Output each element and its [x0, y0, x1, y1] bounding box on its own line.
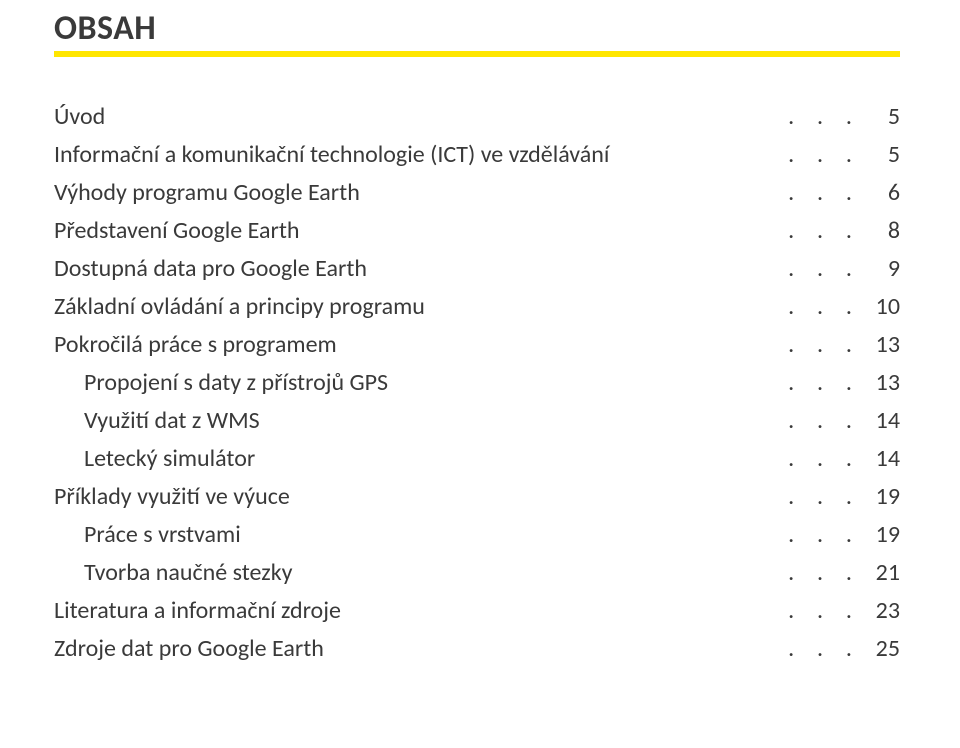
toc-row: Informační a komunikační technologie (IC… [54, 143, 900, 167]
toc-row: Pokročilá práce s programem . . .13 [54, 333, 900, 357]
toc-entry-page: 10 [864, 295, 900, 319]
table-of-contents: Úvod. . .5Informační a komunikační techn… [54, 105, 900, 661]
toc-entry-page: 13 [864, 371, 900, 395]
toc-row: Tvorba naučné stezky . . .21 [54, 561, 900, 585]
toc-dots: . . . [780, 295, 864, 319]
toc-row: Příklady využití ve výuce . . .19 [54, 485, 900, 509]
toc-dots: . . . [780, 523, 864, 547]
heading-rule [54, 51, 900, 57]
toc-row: Úvod . . .5 [54, 105, 900, 129]
toc-row: Základní ovládání a principy programu . .… [54, 295, 900, 319]
toc-row: Dostupná data pro Google Earth . . .9 [54, 257, 900, 281]
toc-entry-page: 6 [864, 181, 900, 205]
toc-dots: . . . [780, 181, 864, 205]
toc-row: Zdroje dat pro Google Earth . . .25 [54, 637, 900, 661]
toc-entry-page: 25 [864, 637, 900, 661]
toc-row: Propojení s daty z přístrojů GPS . . .13 [54, 371, 900, 395]
toc-entry-title: Pokročilá práce s programem [54, 333, 337, 357]
toc-entry-page: 5 [864, 143, 900, 167]
toc-entry-page: 8 [864, 219, 900, 243]
toc-entry-title: Informační a komunikační technologie (IC… [54, 143, 609, 167]
toc-dots: . . . [780, 599, 864, 623]
toc-entry-title: Úvod [54, 105, 105, 129]
toc-entry-page: 14 [864, 409, 900, 433]
toc-entry-page: 13 [864, 333, 900, 357]
toc-entry-title: Představení Google Earth [54, 219, 300, 243]
toc-dots: . . . [780, 257, 864, 281]
toc-entry-title: Výhody programu Google Earth [54, 181, 360, 205]
toc-entry-title: Literatura a informační zdroje [54, 599, 341, 623]
toc-entry-page: 5 [864, 105, 900, 129]
toc-dots: . . . [780, 219, 864, 243]
toc-entry-page: 19 [864, 485, 900, 509]
toc-row: Výhody programu Google Earth . . .6 [54, 181, 900, 205]
toc-entry-title: Dostupná data pro Google Earth [54, 257, 367, 281]
toc-entry-title: Základní ovládání a principy programu [54, 295, 425, 319]
toc-row: Práce s vrstvami . . .19 [54, 523, 900, 547]
toc-dots: . . . [780, 561, 864, 585]
toc-dots: . . . [780, 409, 864, 433]
toc-dots: . . . [780, 637, 864, 661]
toc-entry-title: Příklady využití ve výuce [54, 485, 290, 509]
toc-entry-title: Letecký simulátor [54, 447, 255, 471]
toc-row: Letecký simulátor . . .14 [54, 447, 900, 471]
toc-entry-page: 14 [864, 447, 900, 471]
page-container: OBSAH Úvod. . .5Informační a komunikační… [0, 0, 960, 661]
toc-entry-title: Využití dat z WMS [54, 409, 260, 433]
toc-entry-title: Tvorba naučné stezky [54, 561, 293, 585]
toc-dots: . . . [780, 485, 864, 509]
toc-entry-title: Zdroje dat pro Google Earth [54, 637, 324, 661]
toc-dots: . . . [780, 333, 864, 357]
toc-dots: . . . [780, 105, 864, 129]
toc-dots: . . . [780, 447, 864, 471]
toc-entry-page: 9 [864, 257, 900, 281]
toc-row: Využití dat z WMS . . .14 [54, 409, 900, 433]
toc-row: Představení Google Earth . . .8 [54, 219, 900, 243]
toc-entry-page: 23 [864, 599, 900, 623]
toc-dots: . . . [780, 371, 864, 395]
toc-dots: . . . [780, 143, 864, 167]
toc-row: Literatura a informační zdroje . . .23 [54, 599, 900, 623]
page-title: OBSAH [54, 8, 900, 49]
toc-entry-page: 19 [864, 523, 900, 547]
toc-entry-page: 21 [864, 561, 900, 585]
toc-entry-title: Propojení s daty z přístrojů GPS [54, 371, 388, 395]
toc-entry-title: Práce s vrstvami [54, 523, 241, 547]
